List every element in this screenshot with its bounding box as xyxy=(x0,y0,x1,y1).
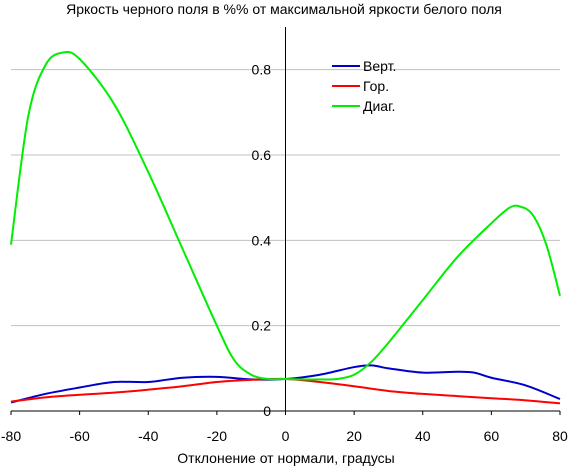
series-lines xyxy=(10,50,561,405)
x-tick-label: 80 xyxy=(552,428,568,444)
x-tick-label: 60 xyxy=(484,428,500,444)
y-tick-label: 0.6 xyxy=(252,147,272,163)
x-axis-label: Отклонение от нормали, градусы xyxy=(177,450,394,466)
series-line xyxy=(10,364,561,404)
legend: Верт. Гор. Диаг. xyxy=(332,58,396,114)
chart-title: Яркость черного поля в %% от максимально… xyxy=(66,1,502,17)
y-tick-label: 0 xyxy=(263,403,271,419)
tick-labels: 0 0.2 0.4 0.6 0.8 -80 -60 -40 -20 0 20 40 60 80 xyxy=(1,62,568,444)
y-tick-label: 0.8 xyxy=(252,62,272,78)
x-tick-label: -80 xyxy=(1,428,21,444)
y-tick-label: 0.2 xyxy=(252,318,272,334)
x-tick-label: -40 xyxy=(138,428,158,444)
legend-label: Диаг. xyxy=(363,98,395,114)
x-tick-label: 40 xyxy=(415,428,431,444)
x-tick-label: -20 xyxy=(207,428,227,444)
y-tick-label: 0.4 xyxy=(252,232,272,248)
x-tick-label: -60 xyxy=(70,428,90,444)
legend-label: Гор. xyxy=(363,78,389,94)
x-tick-label: 20 xyxy=(346,428,362,444)
series-line xyxy=(10,50,561,381)
axes xyxy=(10,27,561,415)
x-tick-label: 0 xyxy=(282,428,290,444)
legend-label: Верт. xyxy=(363,58,396,74)
